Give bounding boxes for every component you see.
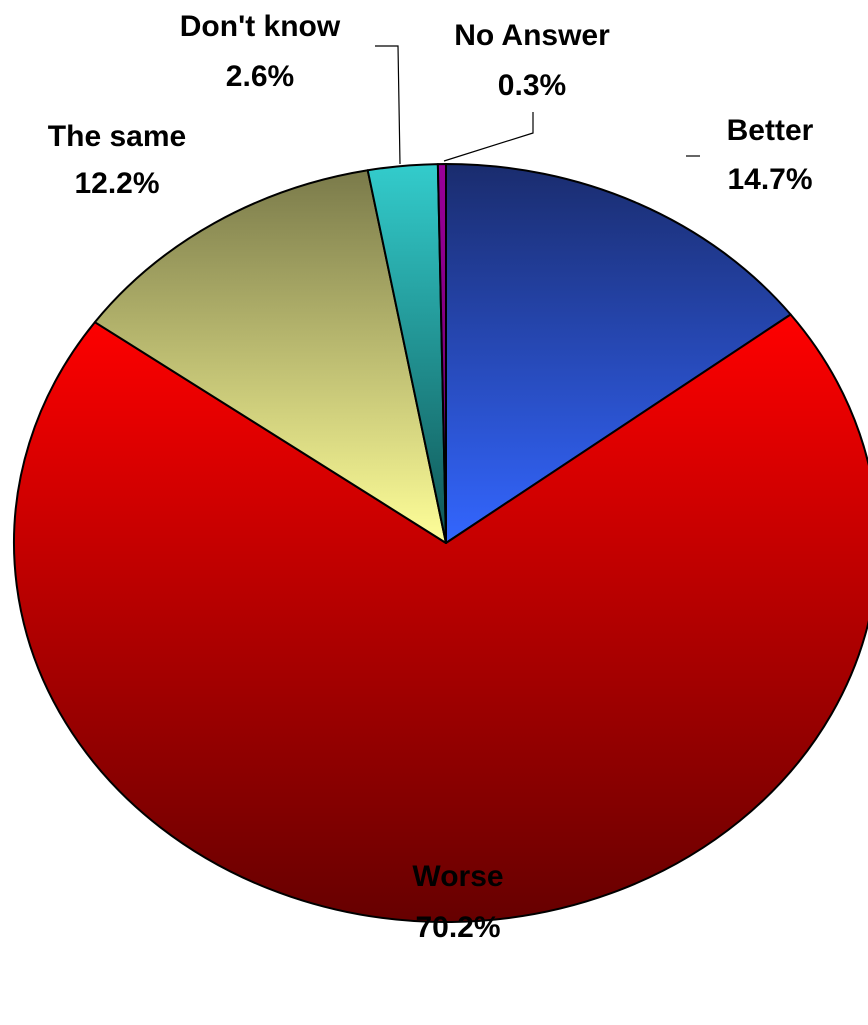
slice-label-no-answer: No Answer <box>454 19 610 52</box>
data-label-worse: Worse 70.2% <box>412 860 503 944</box>
pie-slice-the-same <box>93 169 447 544</box>
pie-slice-worse <box>13 313 868 923</box>
data-label-better: Better 14.7% <box>727 114 814 196</box>
slice-label-the-same: The same <box>48 120 186 153</box>
pie-slice-no-answer <box>436 163 447 544</box>
pie-slice-better <box>445 163 792 544</box>
slice-value-worse: 70.2% <box>415 911 500 944</box>
slice-value-better: 14.7% <box>727 163 812 196</box>
slice-value-don-t-know: 2.6% <box>226 60 294 93</box>
slice-label-worse: Worse <box>412 860 503 893</box>
slices-layer <box>13 163 868 923</box>
labels-layer: Better 14.7% Worse 70.2% The same 12.2% Don't … <box>48 10 814 944</box>
leader-lines-layer <box>375 45 700 165</box>
slice-label-don-t-know: Don't know <box>180 10 341 43</box>
leader-line-don-t-know <box>375 45 401 165</box>
data-label-the-same: The same 12.2% <box>48 120 186 200</box>
slice-value-the-same: 12.2% <box>74 167 159 200</box>
slice-label-better: Better <box>727 114 814 147</box>
data-label-don-t-know: Don't know 2.6% <box>180 10 341 93</box>
leader-line-no-answer <box>443 112 534 162</box>
slice-value-no-answer: 0.3% <box>498 69 566 102</box>
data-label-no-answer: No Answer 0.3% <box>454 19 610 102</box>
